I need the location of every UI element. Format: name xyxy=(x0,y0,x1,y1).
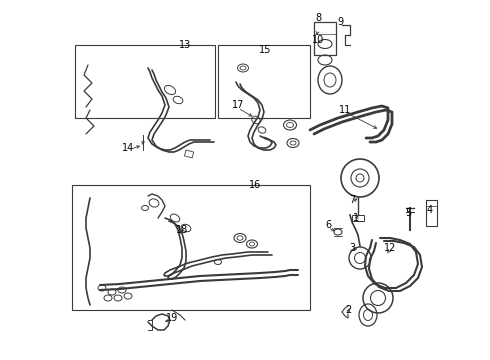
Bar xyxy=(314,22,336,55)
Text: 2: 2 xyxy=(345,305,351,315)
Text: 12: 12 xyxy=(384,243,396,253)
Text: 16: 16 xyxy=(249,180,261,190)
Text: 6: 6 xyxy=(325,220,331,230)
Text: 10: 10 xyxy=(312,35,324,45)
Text: 3: 3 xyxy=(349,243,355,253)
Bar xyxy=(352,215,364,221)
Text: 1: 1 xyxy=(353,213,359,223)
Text: 17: 17 xyxy=(232,100,244,110)
Bar xyxy=(75,45,215,118)
Text: 19: 19 xyxy=(166,313,178,323)
Text: 5: 5 xyxy=(405,208,411,218)
Text: 4: 4 xyxy=(427,205,433,215)
Bar xyxy=(426,200,437,226)
Bar xyxy=(184,150,194,158)
Text: 11: 11 xyxy=(339,105,351,115)
Text: 15: 15 xyxy=(259,45,271,55)
Text: 7: 7 xyxy=(349,195,355,205)
Text: 14: 14 xyxy=(122,143,134,153)
Bar xyxy=(72,185,310,310)
Bar xyxy=(218,45,310,118)
Text: 18: 18 xyxy=(176,225,188,235)
Text: 9: 9 xyxy=(337,17,343,27)
Text: 13: 13 xyxy=(179,40,191,50)
Text: 8: 8 xyxy=(315,13,321,23)
